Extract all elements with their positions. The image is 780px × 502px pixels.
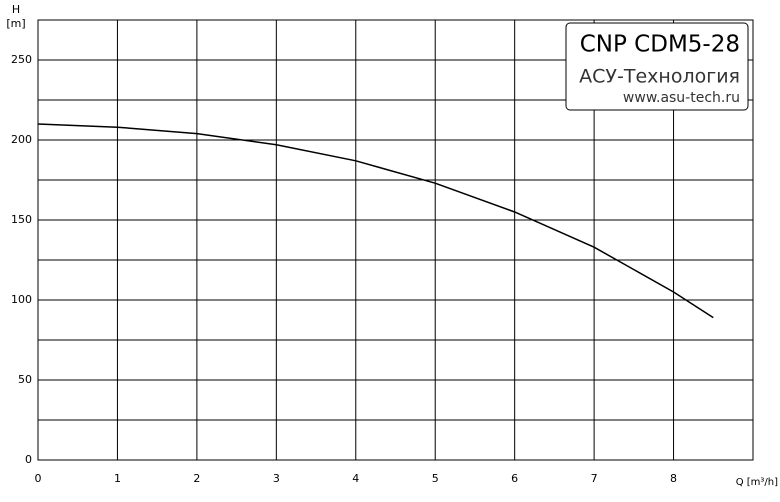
y-tick-label: 200 <box>11 133 32 146</box>
title-box <box>565 22 749 111</box>
y-axis-label: H <box>12 3 20 16</box>
chart-subtitle: АСУ-Технология <box>579 66 740 88</box>
x-tick-label: 5 <box>432 472 439 485</box>
x-tick-label: 2 <box>193 472 200 485</box>
y-tick-label: 50 <box>18 373 32 386</box>
y-axis-unit: [m] <box>6 17 25 30</box>
y-tick-label: 100 <box>11 293 32 306</box>
website: www.asu-tech.ru <box>623 90 740 106</box>
x-tick-label: 6 <box>511 472 518 485</box>
y-tick-label: 0 <box>25 453 32 466</box>
x-tick-label: 7 <box>591 472 598 485</box>
x-tick-label: 1 <box>114 472 121 485</box>
x-tick-label: 4 <box>352 472 359 485</box>
x-tick-label: 3 <box>273 472 280 485</box>
curve <box>37 123 714 319</box>
x-tick-label: 8 <box>670 472 677 485</box>
x-tick-label: 0 <box>35 472 42 485</box>
y-tick-label: 250 <box>11 53 32 66</box>
y-tick-label: 150 <box>11 213 32 226</box>
x-axis-label: Q [m³/h] <box>736 477 778 488</box>
chart-title: CNP CDM5-28 <box>580 32 740 58</box>
